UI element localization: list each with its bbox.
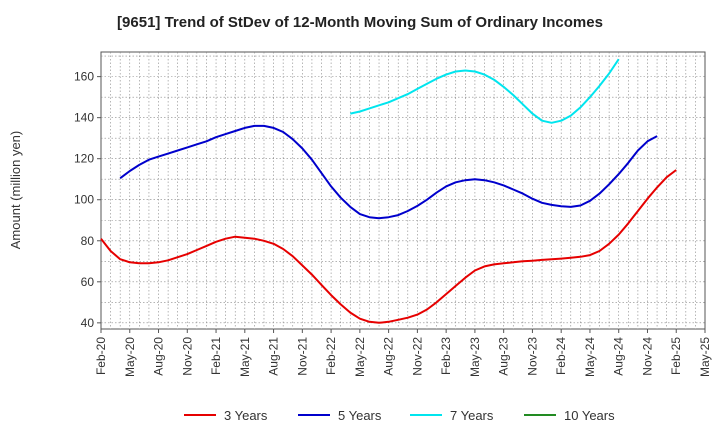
y-tick-label: 60 [81,275,95,289]
x-tick-label: Nov-23 [525,337,539,376]
plot-area [100,51,706,330]
y-tick-label: 80 [81,234,95,248]
x-tick-label: Aug-22 [382,337,396,376]
x-tick-label: Aug-21 [267,337,281,376]
y-tick-label: 40 [81,316,95,330]
x-tick-label: Feb-20 [94,337,108,375]
x-tick-label: Nov-21 [295,337,309,376]
series-lines [100,58,677,324]
x-tick-label: Feb-25 [669,337,683,375]
x-tick-label: Feb-24 [554,337,568,375]
x-tick-label: May-22 [353,337,367,377]
x-tick-label: Feb-22 [324,337,338,375]
y-tick-label: 160 [74,70,94,84]
x-tick-label: Nov-22 [410,337,424,376]
y-tick-label: 140 [74,111,94,125]
x-tick-label: May-25 [698,337,712,377]
x-tick-label: Aug-20 [152,337,166,376]
y-tick-label: 120 [74,152,94,166]
legend: 3 Years 5 Years 7 Years 10 Years [184,408,615,423]
series-line-7-years [350,58,620,124]
x-axis-ticks: Feb-20 May-20 Aug-20 Nov-20 Feb-21 May-21 Aug-… [94,329,712,377]
x-tick-label: May-23 [468,337,482,377]
y-tick-label: 100 [74,193,94,207]
legend-label: 7 Years [450,408,494,423]
series-line-5-years [119,124,658,220]
x-tick-label: May-20 [123,337,137,377]
x-tick-label: Aug-23 [497,337,511,376]
x-tick-label: Aug-24 [612,337,626,376]
legend-label: 10 Years [564,408,615,423]
x-tick-label: Nov-24 [640,337,654,376]
y-axis-label: Amount (million yen) [8,131,23,250]
legend-label: 5 Years [338,408,382,423]
x-tick-label: Feb-23 [439,337,453,375]
legend-label: 3 Years [224,408,268,423]
chart-title: [9651] Trend of StDev of 12-Month Moving… [117,14,603,31]
x-tick-label: May-21 [238,337,252,377]
series-line-3-years [100,169,677,324]
y-axis-ticks: 40 60 80 100 120 140 160 [74,70,101,330]
x-tick-label: Nov-20 [180,337,194,376]
x-tick-label: May-24 [583,337,597,377]
x-tick-label: Feb-21 [209,337,223,375]
